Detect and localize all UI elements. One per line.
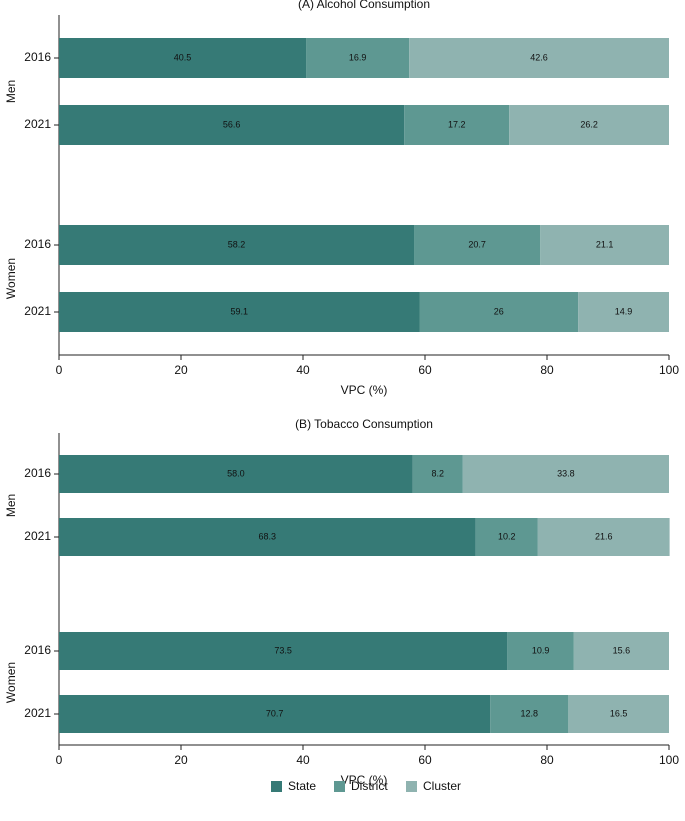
bar-segment (59, 455, 413, 493)
x-axis-label: VPC (%) (341, 383, 388, 397)
y-tick-label: 2021 (24, 304, 51, 318)
x-axis-label: VPC (%) (341, 773, 388, 787)
value-label: 59.1 (230, 306, 248, 316)
value-label: 21.6 (595, 531, 613, 541)
value-label: 16.5 (610, 708, 628, 718)
value-label: 56.6 (223, 119, 241, 129)
value-label: 70.7 (266, 708, 284, 718)
bar-segment (414, 225, 541, 265)
value-label: 17.2 (448, 119, 466, 129)
legend-label: State (288, 779, 316, 793)
bar-segment (540, 225, 669, 265)
x-tick-label: 80 (540, 753, 554, 767)
bar-segment (59, 38, 307, 78)
bar-segment (475, 518, 538, 556)
value-label: 73.5 (274, 645, 292, 655)
group-label: Men (4, 494, 18, 517)
chart-title: (A) Alcohol Consumption (298, 0, 430, 11)
value-label: 10.9 (532, 645, 550, 655)
bar-segment (59, 225, 415, 265)
bar-segment (537, 518, 670, 556)
x-tick-label: 100 (659, 363, 679, 377)
value-label: 68.3 (259, 531, 277, 541)
value-label: 20.7 (468, 239, 486, 249)
value-label: 15.6 (613, 645, 631, 655)
x-tick-label: 20 (174, 363, 188, 377)
y-tick-label: 2021 (24, 706, 51, 720)
legend-label: Cluster (423, 779, 461, 793)
legend-label: District (351, 779, 388, 793)
x-tick-label: 60 (418, 363, 432, 377)
y-tick-label: 2021 (24, 117, 51, 131)
bar-segment (404, 105, 510, 145)
bar-segment (490, 695, 569, 733)
value-label: 21.1 (596, 239, 614, 249)
bar-segment (412, 455, 463, 493)
bar-segment (59, 695, 491, 733)
y-tick-label: 2016 (24, 237, 51, 251)
bar-segment (419, 292, 579, 332)
y-tick-label: 2016 (24, 466, 51, 480)
x-tick-label: 40 (296, 363, 310, 377)
chart-title: (B) Tobacco Consumption (295, 417, 433, 431)
bar-segment (59, 105, 405, 145)
y-tick-label: 2021 (24, 529, 51, 543)
bar-segment (59, 632, 508, 670)
value-label: 26 (494, 306, 504, 316)
value-label: 42.6 (530, 52, 548, 62)
bar-segment (462, 455, 669, 493)
legend-swatch (271, 781, 282, 792)
x-tick-label: 0 (56, 753, 63, 767)
bar-segment (306, 38, 410, 78)
value-label: 40.5 (174, 52, 192, 62)
legend-swatch (334, 781, 345, 792)
x-tick-label: 20 (174, 753, 188, 767)
x-tick-label: 100 (659, 753, 679, 767)
value-label: 33.8 (557, 468, 575, 478)
bar-segment (578, 292, 669, 332)
x-tick-label: 60 (418, 753, 432, 767)
value-label: 12.8 (521, 708, 539, 718)
value-label: 16.9 (349, 52, 367, 62)
bar-segment (59, 518, 476, 556)
bar-segment (59, 292, 420, 332)
value-label: 10.2 (498, 531, 516, 541)
value-label: 8.2 (432, 468, 445, 478)
x-tick-label: 0 (56, 363, 63, 377)
bar-segment (568, 695, 669, 733)
value-label: 14.9 (615, 306, 633, 316)
value-label: 26.2 (580, 119, 598, 129)
y-tick-label: 2016 (24, 50, 51, 64)
legend-swatch (406, 781, 417, 792)
bar-segment (509, 105, 669, 145)
value-label: 58.0 (227, 468, 245, 478)
bar-segment (573, 632, 669, 670)
y-tick-label: 2016 (24, 643, 51, 657)
x-tick-label: 40 (296, 753, 310, 767)
bar-segment (507, 632, 574, 670)
x-tick-label: 80 (540, 363, 554, 377)
value-label: 58.2 (228, 239, 246, 249)
group-label: Men (4, 80, 18, 103)
group-label: Women (4, 258, 18, 299)
bar-segment (409, 38, 669, 78)
group-label: Women (4, 662, 18, 703)
